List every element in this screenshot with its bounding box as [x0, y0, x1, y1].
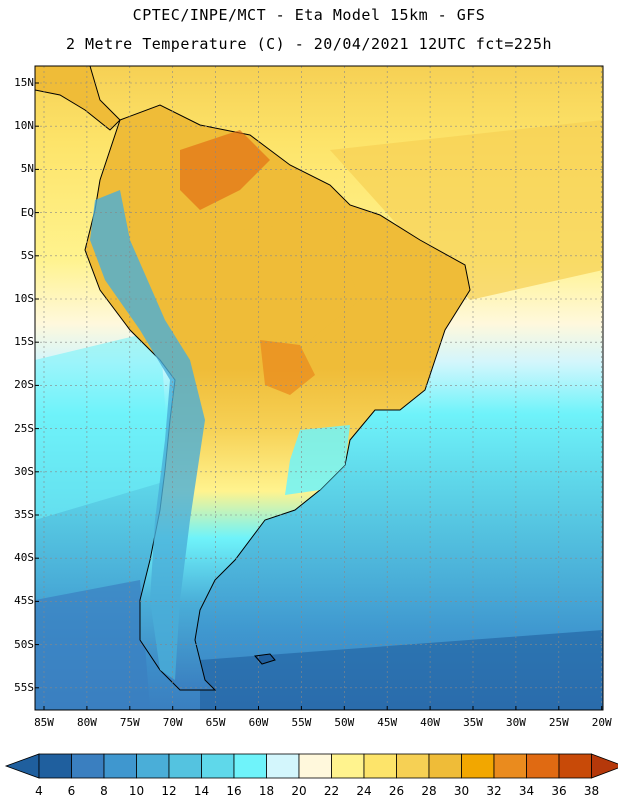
central-america-landmass	[35, 66, 121, 131]
lat-label: 55S	[14, 680, 34, 694]
colorbar-cell	[461, 753, 495, 779]
colorbar-tick-label: 26	[388, 784, 405, 798]
colorbar-tick-label: 8	[100, 784, 108, 798]
lon-label: 30W	[505, 716, 526, 729]
colorbar-cell	[363, 753, 397, 779]
map-title-line-2: 2 Metre Temperature (C) - 20/04/2021 12U…	[65, 35, 553, 53]
colorbar-tick-label: 36	[551, 784, 567, 798]
colorbar-tick-label: 18	[258, 784, 275, 798]
lat-label: 35S	[14, 508, 34, 521]
lon-label: 85W	[34, 716, 54, 729]
colorbar-cell	[266, 753, 300, 779]
pacific-cold-patch	[35, 580, 150, 710]
lat-label: 50S	[14, 637, 34, 651]
colorbar-high-arrow	[591, 753, 618, 779]
colorbar-cell	[298, 753, 332, 779]
lat-label: 10S	[14, 292, 34, 305]
temperature-colorbar	[4, 753, 618, 779]
lat-label: 15S	[14, 335, 34, 349]
colorbar-tick-label: 14	[193, 784, 210, 798]
colorbar-cell	[201, 753, 235, 779]
lon-label: 75W	[119, 716, 140, 729]
falkland-islands	[254, 653, 276, 665]
colorbar-tick-label: 4	[35, 784, 43, 798]
colorbar-tick-label: 28	[421, 784, 437, 798]
lat-label: 45S	[14, 594, 34, 608]
lon-label: 55W	[291, 716, 312, 729]
colorbar-cell	[331, 753, 365, 779]
colorbar-cell	[71, 753, 105, 779]
colorbar-cell	[136, 753, 170, 779]
lon-label: 80W	[76, 716, 97, 729]
colorbar-tick-label: 20	[291, 784, 307, 798]
lat-label: 5S	[20, 248, 34, 262]
colorbar-tick-label: 22	[323, 784, 340, 798]
colorbar-cell	[396, 753, 430, 779]
lon-label: 40W	[420, 716, 441, 729]
colorbar-cell	[428, 753, 462, 779]
lon-label: 20W	[591, 716, 612, 729]
map-frame	[34, 65, 604, 711]
colorbar-cell	[168, 753, 202, 779]
lat-label: 5N	[20, 162, 34, 176]
colorbar-low-arrow	[4, 753, 40, 779]
lat-label: EQ	[20, 205, 34, 219]
colorbar-tick-label: 16	[226, 784, 242, 798]
colorbar-cell	[526, 753, 560, 779]
colorbar-tick-label: 10	[128, 784, 145, 798]
colorbar-cell	[103, 753, 137, 779]
lon-label: 25W	[548, 716, 569, 729]
south-atlantic-cold	[200, 630, 603, 710]
colorbar-cell	[493, 753, 527, 779]
lat-label: 20S	[14, 378, 34, 392]
andes-cold-strip	[90, 190, 205, 680]
colorbar-cell	[233, 753, 267, 779]
colorbar-tick-label: 38	[583, 784, 600, 798]
lat-label: 40S	[14, 551, 34, 565]
colorbar-tick-label: 30	[453, 784, 470, 798]
colorbar-cell	[558, 753, 592, 779]
colorbar-tick-label: 6	[67, 784, 76, 798]
lat-lon-grid	[35, 66, 603, 710]
lon-label: 50W	[334, 716, 355, 729]
map-title-line-1: CPTEC/INPE/MCT - Eta Model 15km - GFS	[132, 6, 486, 24]
interior-hot-zone	[180, 130, 270, 210]
colorbar-tick-label: 12	[161, 784, 177, 798]
lon-label: 45W	[377, 716, 398, 729]
lon-label: 70W	[162, 716, 183, 729]
pacific-cool-patch	[35, 330, 170, 520]
lon-label: 60W	[248, 716, 269, 729]
lat-label: 10N	[14, 119, 34, 133]
atlantic-warm-band	[330, 120, 603, 300]
colorbar-cell	[38, 753, 72, 779]
lat-label: 25S	[14, 421, 34, 435]
lat-label: 15N	[14, 76, 34, 89]
lat-label: 30S	[14, 464, 34, 478]
colorbar-tick-label: 24	[356, 784, 372, 798]
lon-label: 35W	[463, 716, 483, 729]
colorbar-tick-label: 34	[518, 784, 535, 798]
colorbar-tick-label: 32	[486, 784, 502, 798]
lon-label: 65W	[205, 716, 226, 729]
amazon-warm-zone	[150, 220, 360, 340]
